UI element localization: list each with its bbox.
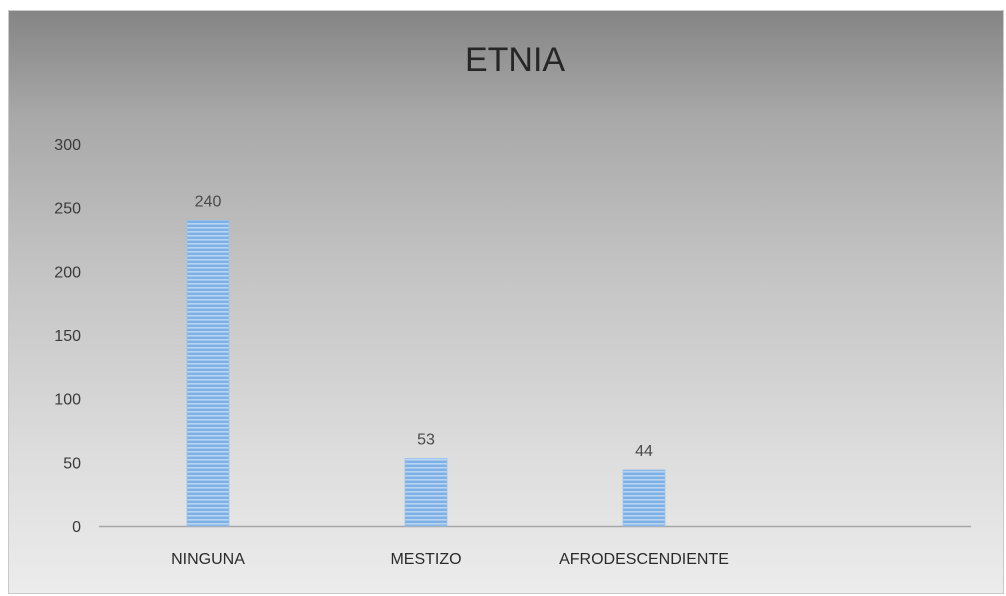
x-category-label: AFRODESCENDIENTE [559,551,729,568]
y-tick-label: 300 [54,137,81,154]
bar-ninguna [186,219,230,527]
data-label: 44 [635,443,653,460]
y-tick-label: 100 [54,392,81,409]
bar-mestizo [404,458,448,527]
chart-area: ETNIA 0 50 100 150 200 250 300 240 53 44 NINGUNA… [8,10,1004,594]
data-labels-group: 240 53 44 [195,193,653,460]
bar-chart: ETNIA 0 50 100 150 200 250 300 240 53 44 NINGUNA… [54,41,971,568]
x-category-label: NINGUNA [171,551,245,568]
y-tick-label: 200 [54,264,81,281]
y-tick-label: 250 [54,201,81,218]
y-tick-label: 150 [54,328,81,345]
x-category-label: MESTIZO [390,551,461,568]
data-label: 240 [195,193,222,210]
x-axis-labels: NINGUNA MESTIZO AFRODESCENDIENTE [171,551,729,568]
data-label: 53 [417,432,435,449]
bars-group [186,219,666,527]
y-tick-label: 50 [63,455,81,472]
y-tick-label: 0 [72,519,81,536]
bar-afrodescendiente [622,469,666,527]
y-axis-ticks: 0 50 100 150 200 250 300 [54,137,81,536]
chart-title: ETNIA [465,41,565,79]
